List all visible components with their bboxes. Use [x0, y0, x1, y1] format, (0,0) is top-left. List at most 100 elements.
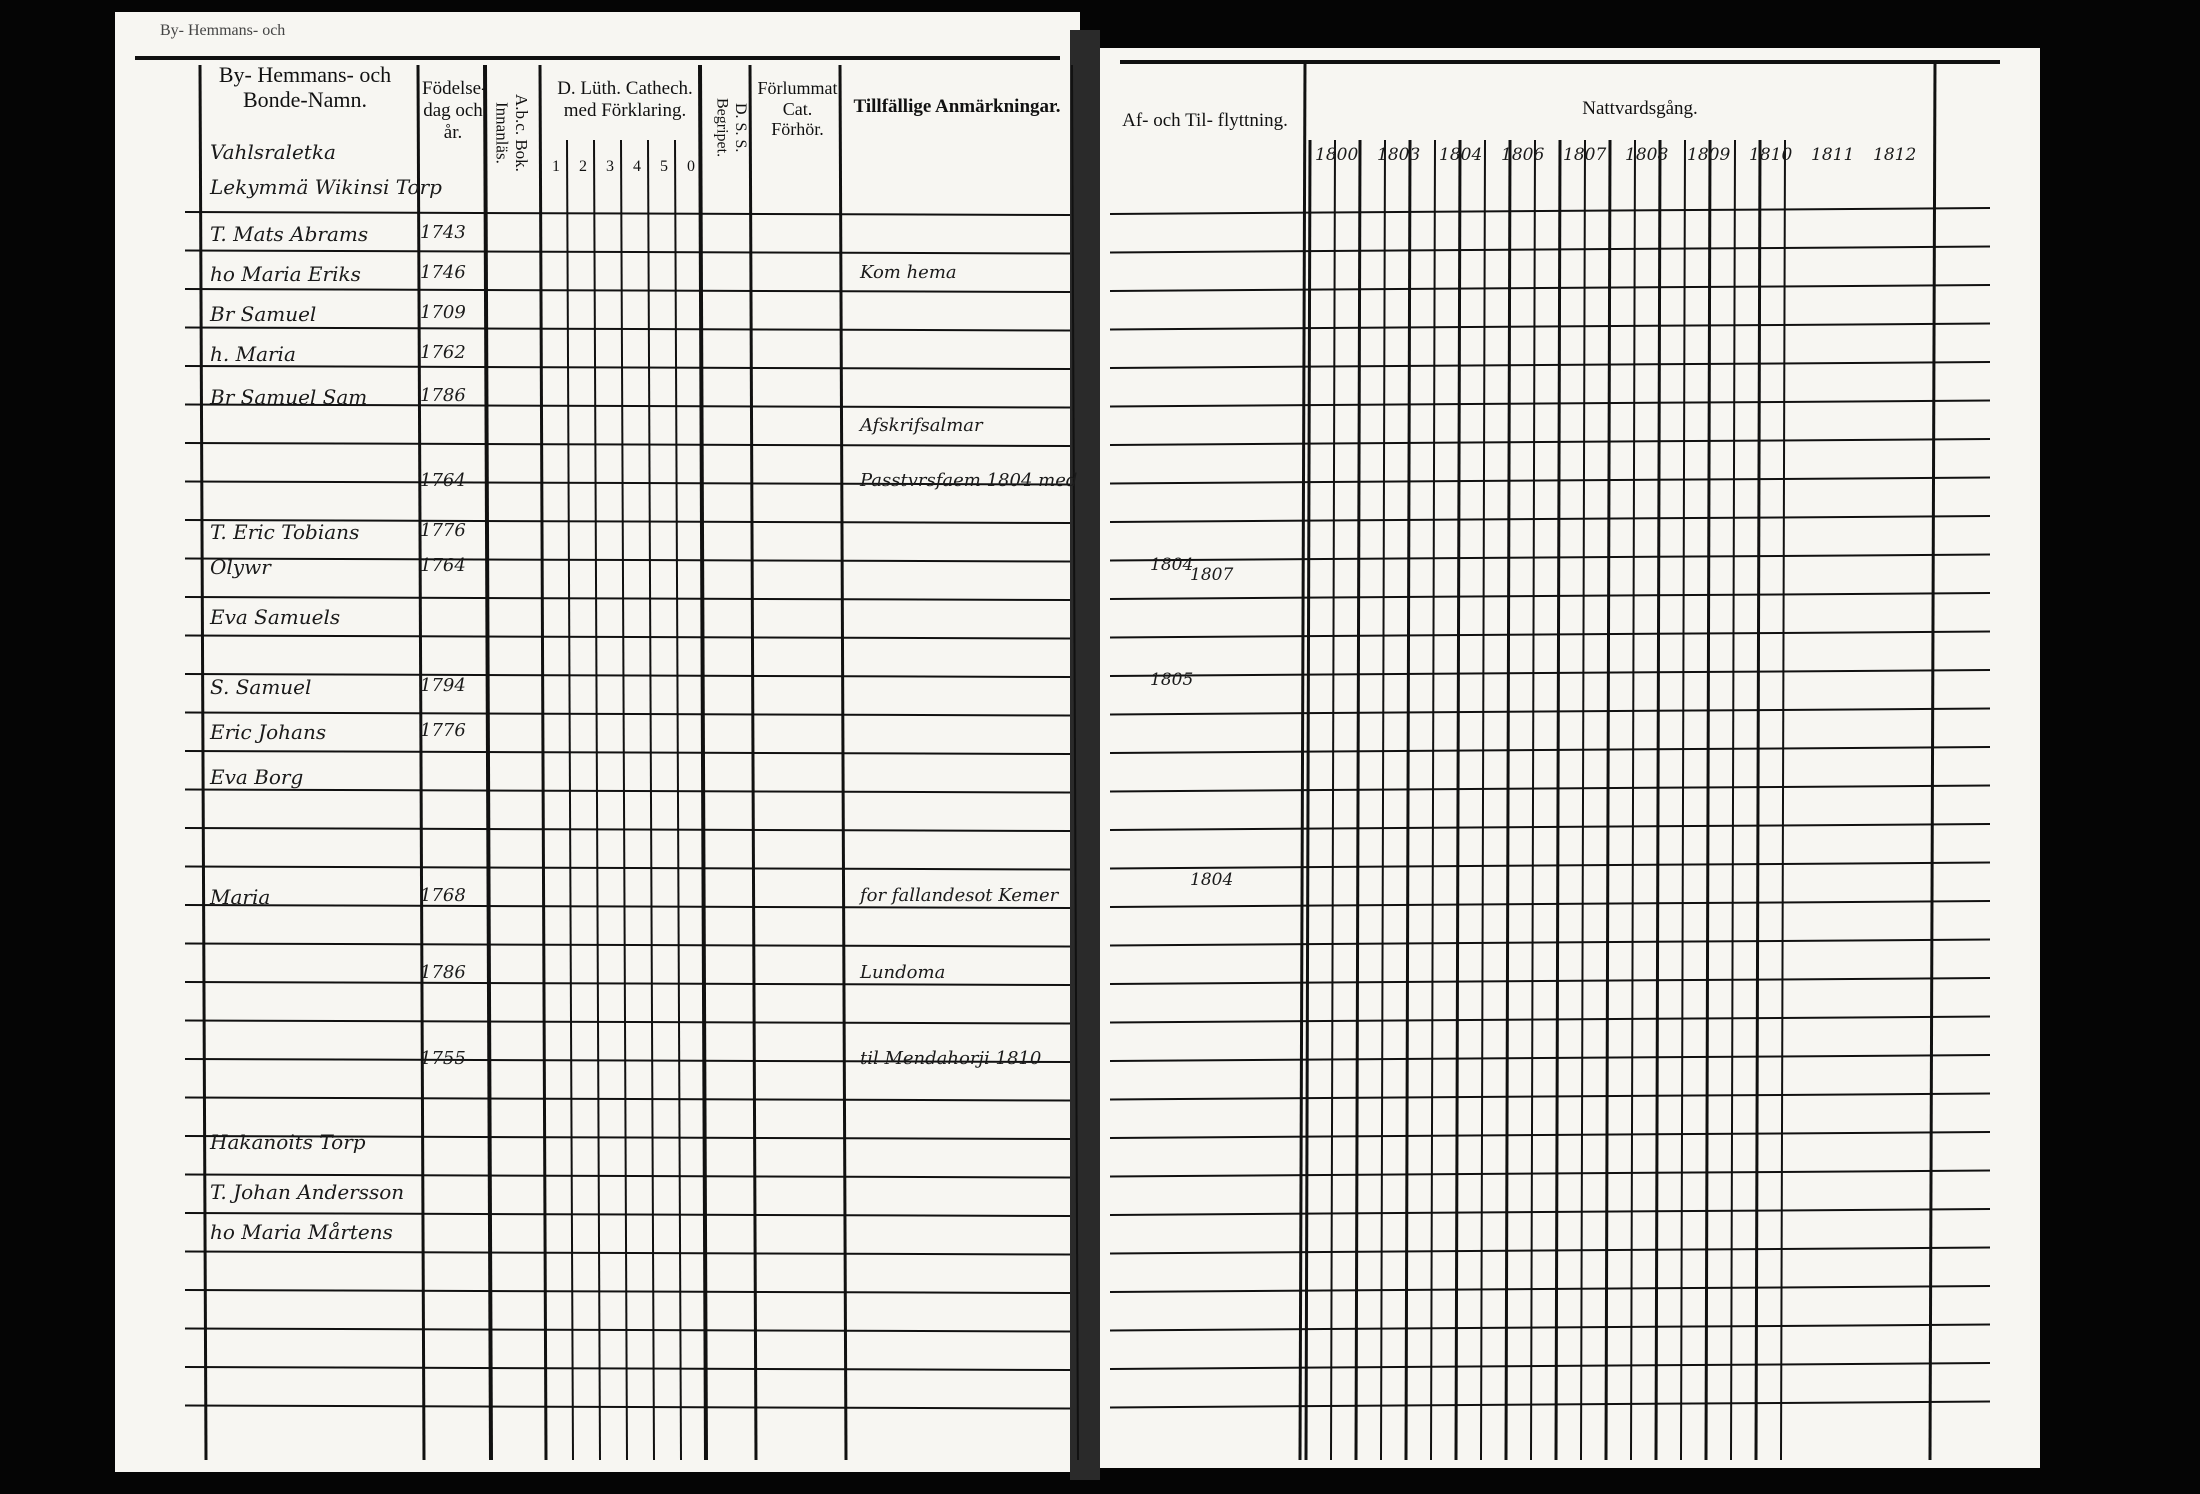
column-rule	[1580, 139, 1586, 1461]
catechism-subcol: 3	[606, 158, 614, 175]
column-rule	[1630, 139, 1636, 1461]
row-rule	[1109, 1323, 1991, 1332]
entry-remark: Afskrifsalmar	[860, 415, 983, 436]
column-rule	[1654, 139, 1662, 1461]
right-page	[1090, 48, 2040, 1468]
move-note: 1805	[1150, 670, 1194, 690]
column-rule	[1071, 64, 1079, 1461]
row-rule	[1109, 438, 1991, 446]
column-rule	[566, 139, 574, 1461]
row-rule	[1109, 1208, 1991, 1216]
column-rule	[1304, 139, 1312, 1461]
row-rule	[184, 865, 1071, 871]
header-name: By- Hemmans- och Bonde-Namn.	[218, 62, 392, 113]
catechism-subcol: 1	[552, 158, 560, 175]
row-rule	[184, 557, 1071, 563]
row-rule	[1109, 977, 1991, 985]
column-rule	[1754, 139, 1762, 1461]
row-rule	[184, 519, 1071, 524]
column-rule	[1380, 139, 1386, 1461]
entry-name: Vahlsraletka	[210, 140, 336, 164]
row-rule	[1109, 245, 1991, 254]
column-rule	[1780, 139, 1786, 1461]
row-rule	[184, 904, 1071, 909]
row-rule	[184, 1289, 1071, 1294]
row-rule	[1109, 592, 1991, 600]
catechism-subcol: 0	[687, 158, 695, 175]
row-rule	[1109, 669, 1991, 677]
row-rule	[1109, 1131, 1991, 1139]
column-rule	[620, 139, 628, 1461]
row-rule	[1109, 1015, 1991, 1024]
column-rule	[1554, 139, 1562, 1461]
entry-birth-year: 1794	[420, 675, 466, 696]
row-rule	[1109, 322, 1991, 331]
entry-name: Br Samuel Sam	[210, 385, 368, 409]
entry-remark: Lundoma	[860, 962, 946, 983]
communion-year: 1808	[1625, 145, 1669, 165]
entry-birth-year: 1762	[420, 342, 466, 363]
row-rule	[184, 1135, 1071, 1140]
row-rule	[184, 1366, 1071, 1371]
row-rule	[1109, 284, 1991, 292]
row-rule	[184, 634, 1071, 640]
entry-name: ho Maria Eriks	[210, 262, 361, 286]
entry-birth-year: 1709	[420, 302, 466, 323]
catechism-subcol: 4	[633, 158, 641, 175]
entry-birth-year: 1743	[420, 222, 466, 243]
row-rule	[184, 249, 1071, 255]
entry-birth-year: 1786	[420, 962, 466, 983]
column-rule	[1298, 61, 1307, 1461]
column-rule	[1604, 139, 1612, 1461]
column-rule	[1354, 139, 1362, 1461]
communion-year: 1812	[1873, 145, 1917, 165]
column-rule	[1530, 139, 1536, 1461]
row-rule	[1109, 707, 1991, 716]
column-rule	[1480, 139, 1486, 1461]
column-rule	[1430, 139, 1436, 1461]
column-rule	[838, 64, 848, 1461]
row-rule	[1109, 1362, 1991, 1370]
entry-name: Lekymmä Wikinsi Torp	[210, 175, 442, 199]
row-rule	[1109, 553, 1991, 562]
column-rule	[198, 64, 208, 1461]
column-rule	[1330, 139, 1336, 1461]
header-remarks: Tillfällige Anmärkningar.	[853, 96, 1061, 117]
communion-year: 1800	[1315, 145, 1359, 165]
header-dss: D. S. S. Begripet.	[713, 98, 749, 158]
column-rule	[1730, 139, 1736, 1461]
row-rule	[184, 750, 1071, 755]
header-communion: Nattvardsgång.	[1582, 98, 1698, 119]
row-rule	[1109, 746, 1991, 754]
entry-name: Hakanoits Torp	[210, 1130, 366, 1154]
row-rule	[1109, 361, 1991, 369]
row-rule	[1109, 1092, 1991, 1101]
row-rule	[1109, 938, 1991, 947]
row-rule	[184, 1404, 1071, 1410]
entry-remark: Kom hema	[860, 262, 957, 283]
row-rule	[1109, 861, 1991, 870]
entry-remark: for fallandesot Kemer	[860, 885, 1059, 906]
entry-name: S. Samuel	[210, 675, 312, 699]
header-abc: A.b.c. Bok. Innanläs.	[492, 94, 532, 172]
row-rule	[184, 403, 1071, 409]
column-rule	[647, 139, 655, 1461]
communion-year: 1806	[1501, 145, 1545, 165]
header-catechism: D. Lüth. Cathech. med Förklaring.	[557, 78, 693, 121]
row-rule	[184, 711, 1071, 717]
column-rule	[1504, 139, 1512, 1461]
row-rule	[1109, 515, 1991, 523]
row-rule	[184, 1250, 1071, 1256]
column-rule	[1928, 61, 1937, 1461]
header-moves: Af- och Til- flyttning.	[1122, 110, 1288, 131]
entry-birth-year: 1786	[420, 385, 466, 406]
column-rule	[483, 64, 493, 1461]
row-rule	[184, 596, 1071, 601]
row-rule	[1109, 399, 1991, 408]
row-rule	[184, 1173, 1071, 1179]
row-rule	[184, 1058, 1071, 1063]
move-note: 1804	[1150, 555, 1194, 575]
column-rule	[748, 64, 758, 1461]
row-rule	[1109, 784, 1991, 793]
row-rule	[184, 942, 1071, 948]
